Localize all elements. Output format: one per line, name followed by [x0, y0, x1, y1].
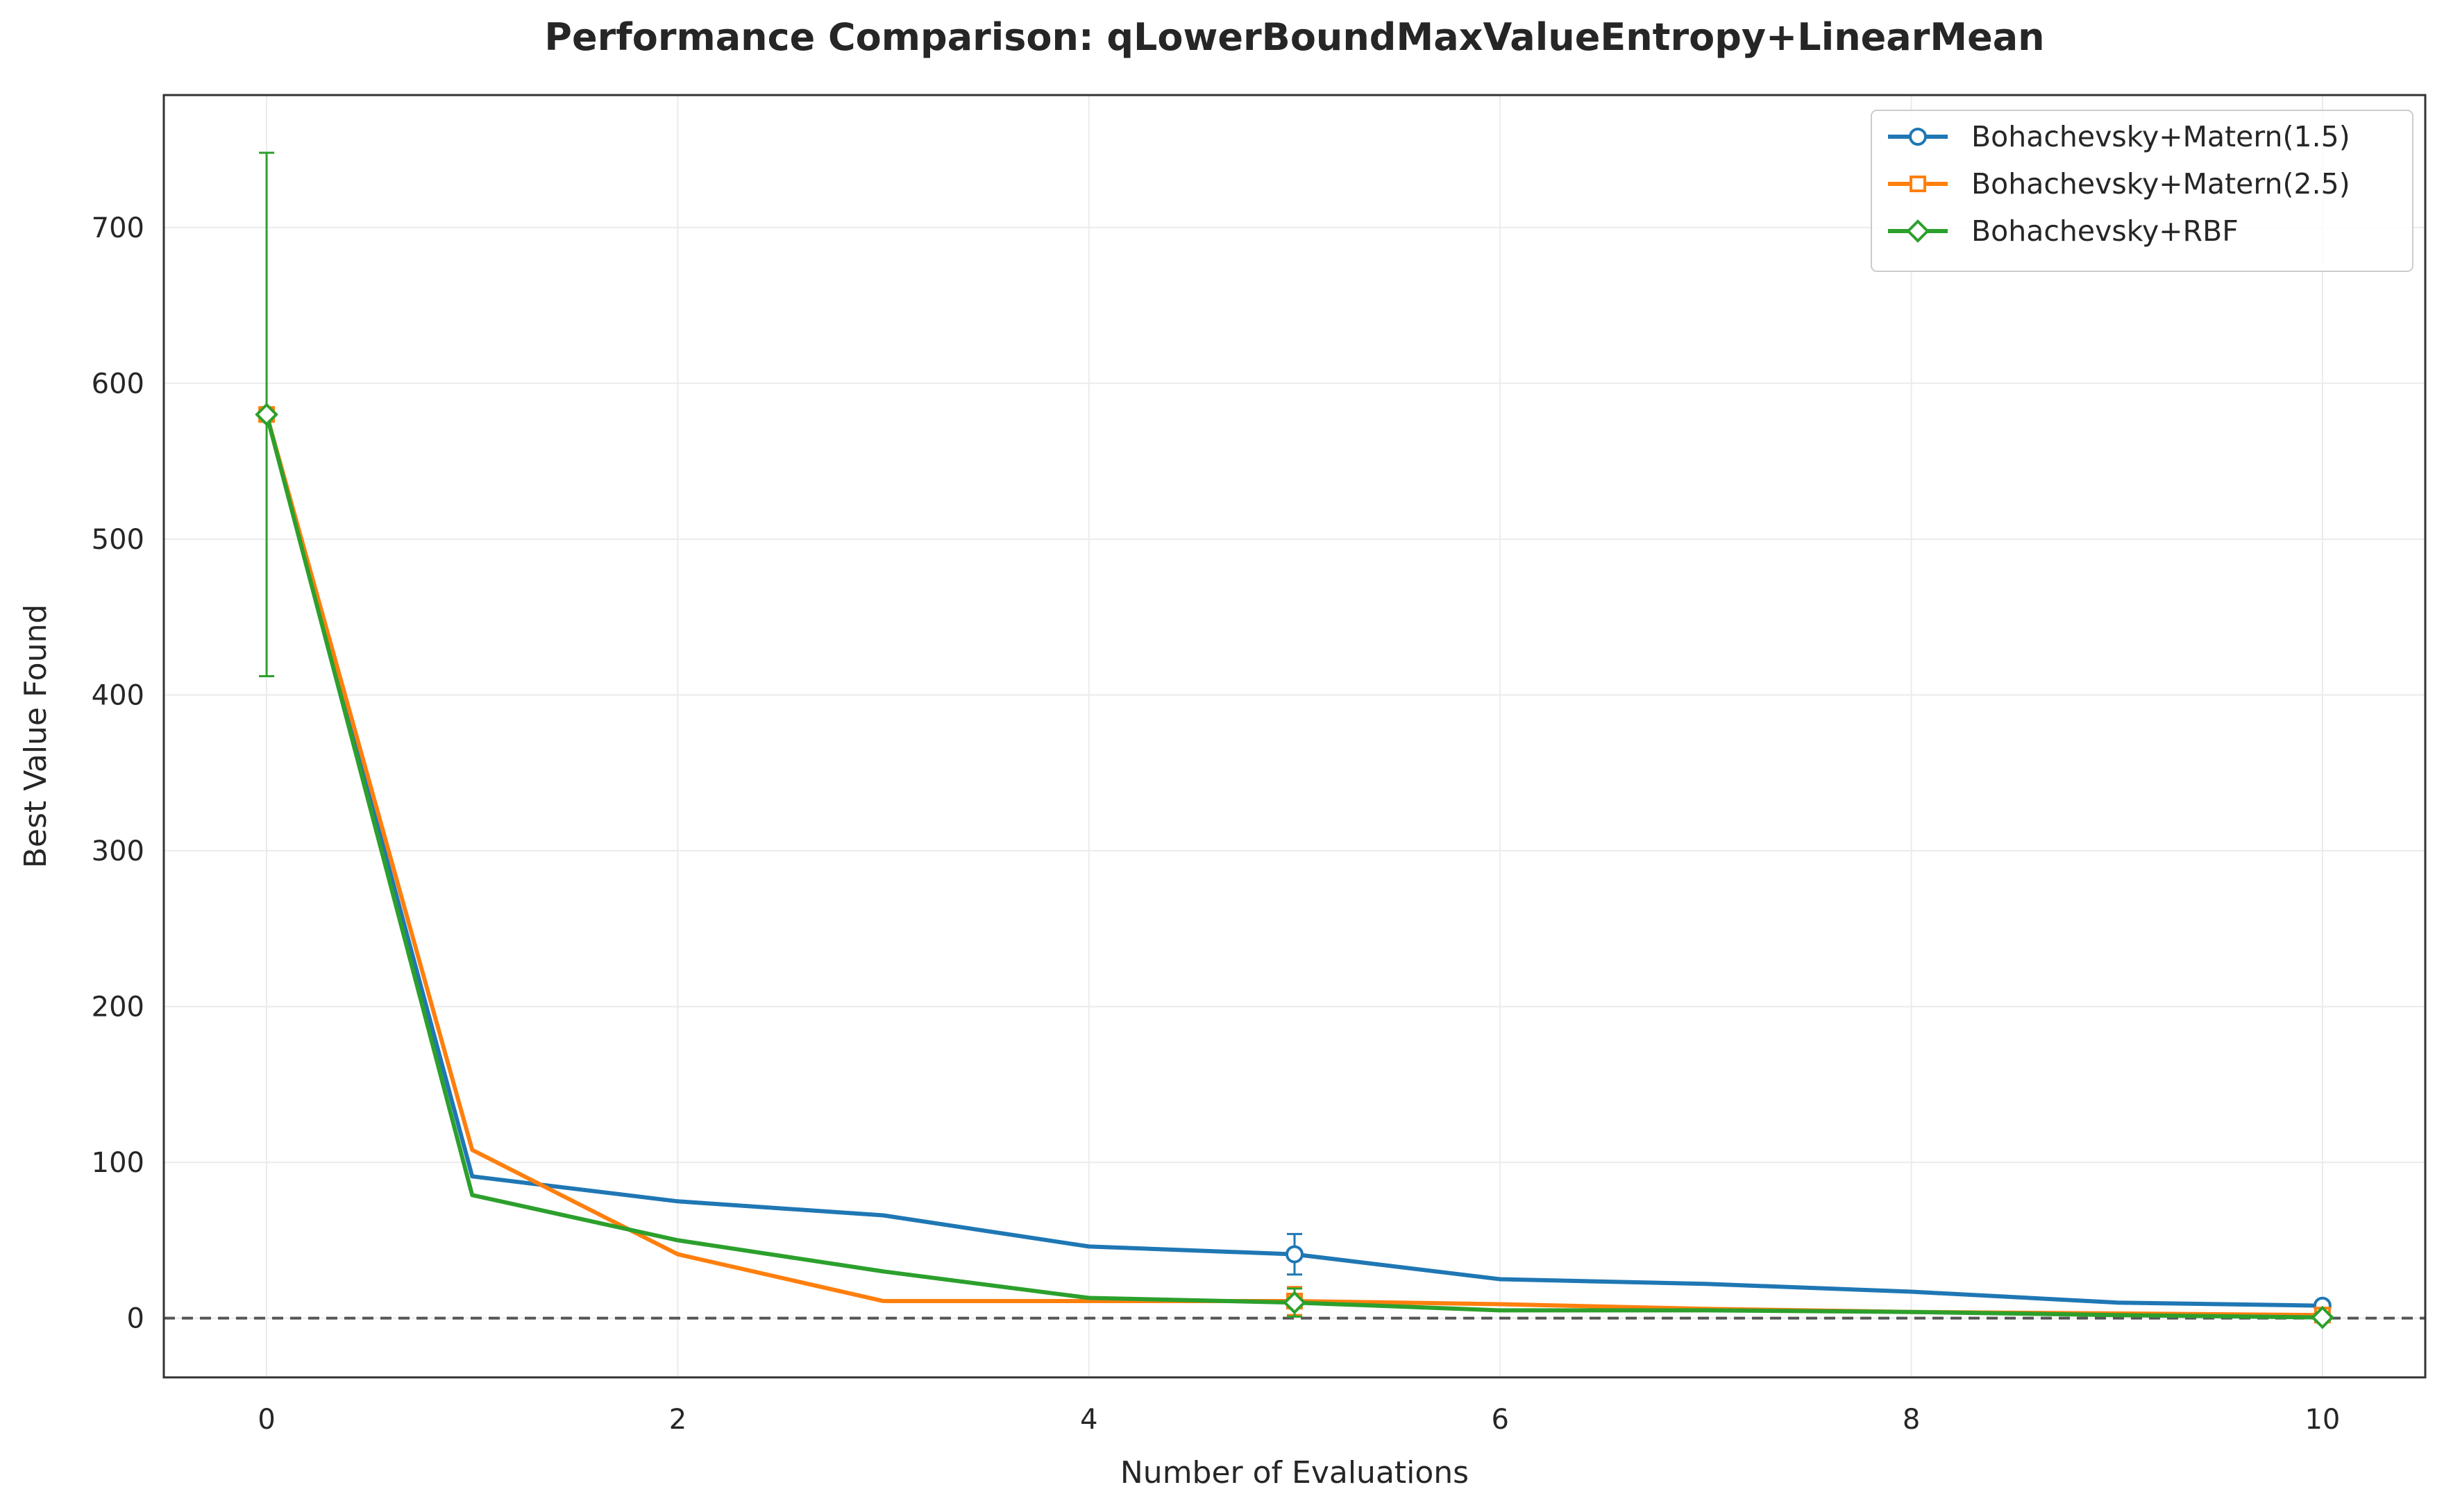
x-tick-label: 6	[1491, 1404, 1508, 1436]
y-axis-label: Best Value Found	[18, 604, 53, 869]
data-point	[1286, 1245, 1304, 1264]
data-point	[255, 402, 278, 427]
x-tick-label: 2	[669, 1404, 686, 1436]
x-axis-label: Number of Evaluations	[1120, 1455, 1469, 1490]
y-tick-label: 600	[92, 368, 144, 400]
x-tick-label: 8	[1903, 1404, 1920, 1436]
y-tick-label: 400	[92, 679, 144, 711]
legend-marker	[1906, 219, 1930, 243]
x-tick-label: 4	[1080, 1404, 1097, 1436]
legend-item: Bohachevsky+Matern(2.5)	[1888, 167, 2350, 201]
legend-item: Bohachevsky+RBF	[1888, 214, 2239, 248]
plot-frame	[162, 94, 2427, 1379]
legend: Bohachevsky+Matern(1.5) Bohachevsky+Mater…	[1871, 110, 2413, 272]
data-point	[1283, 1291, 1306, 1315]
legend-marker	[1909, 128, 1927, 146]
legend-marker	[1910, 176, 1926, 192]
legend-label: Bohachevsky+Matern(1.5)	[1971, 120, 2350, 153]
data-point	[2311, 1305, 2334, 1330]
x-tick-label: 0	[258, 1404, 275, 1436]
y-tick-label: 200	[92, 992, 144, 1023]
y-tick-label: 500	[92, 524, 144, 556]
x-tick-labels: 0 2 4 6 8 10	[258, 1404, 2340, 1436]
chart-title: Performance Comparison: qLowerBoundMaxVa…	[544, 15, 2044, 59]
y-tick-label: 0	[127, 1303, 144, 1335]
series-layer	[255, 151, 2334, 1330]
grid	[164, 95, 2425, 1377]
legend-item: Bohachevsky+Matern(1.5)	[1888, 120, 2350, 153]
legend-box	[1871, 110, 2413, 272]
y-tick-label: 100	[92, 1147, 144, 1179]
series-3	[255, 151, 2334, 1330]
x-tick-label: 10	[2304, 1404, 2340, 1436]
legend-label: Bohachevsky+RBF	[1971, 214, 2239, 248]
legend-label: Bohachevsky+Matern(2.5)	[1971, 167, 2350, 201]
y-tick-label: 300	[92, 835, 144, 867]
y-tick-label: 700	[92, 212, 144, 244]
y-tick-labels: 0 100 200 300 400 500 600 700	[92, 212, 144, 1335]
